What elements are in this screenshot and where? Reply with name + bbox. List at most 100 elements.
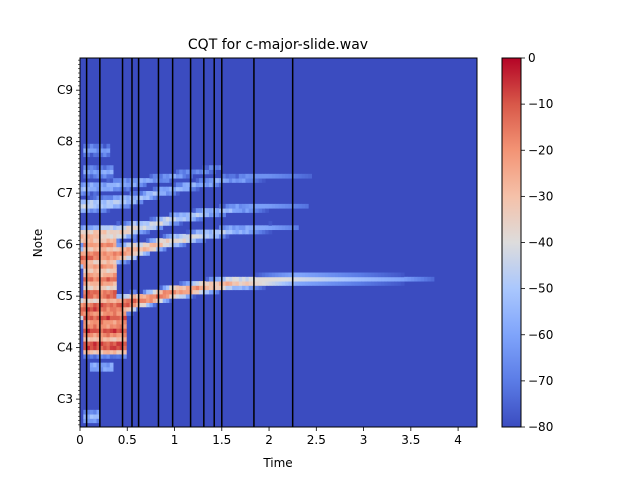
heatmap-cell (89, 354, 94, 359)
heatmap-cell (371, 276, 375, 282)
heatmap-cell (83, 173, 88, 179)
heatmap-cell (123, 259, 127, 265)
heatmap-cell (96, 203, 101, 209)
heatmap-cell (99, 306, 104, 312)
heatmap-cell (103, 354, 107, 359)
heatmap-cell (288, 203, 293, 209)
heatmap-cell (271, 203, 276, 209)
heatmap-cell (93, 238, 97, 243)
heatmap-cell (374, 276, 379, 282)
heatmap-cell (116, 186, 121, 192)
heatmap-cell (255, 203, 260, 209)
heatmap-cell (103, 251, 107, 256)
heatmap-cell (175, 191, 180, 196)
heatmap-cell (96, 272, 101, 278)
heatmap-cell (215, 212, 220, 218)
heatmap-cell (106, 324, 111, 329)
heatmap-cell (86, 143, 91, 149)
heatmap-cell (116, 354, 121, 359)
heatmap-cell (83, 251, 88, 256)
heatmap-cell (285, 272, 289, 278)
heatmap-cell (195, 289, 200, 295)
heatmap-cell (142, 242, 147, 248)
heatmap-cell (242, 208, 246, 213)
heatmap-cell (278, 276, 283, 282)
heatmap-cell (113, 255, 117, 261)
heatmap-cell (175, 182, 180, 188)
heatmap-cell (209, 212, 213, 218)
heatmap-cell (179, 293, 183, 299)
heatmap-cell (96, 152, 101, 158)
heatmap-cell (205, 165, 210, 170)
heatmap-cell (103, 293, 107, 299)
heatmap-cell (278, 272, 283, 278)
heatmap-cell (265, 276, 269, 282)
heatmap-cell (172, 173, 177, 179)
heatmap-cell (96, 268, 101, 273)
heatmap-cell (106, 332, 111, 338)
heatmap-cell (99, 302, 104, 308)
heatmap-cell (132, 242, 137, 248)
heatmap-cell (390, 272, 395, 278)
heatmap-cell (175, 216, 180, 222)
heatmap-cell (132, 306, 137, 312)
heatmap-cell (271, 276, 276, 282)
heatmap-cell (83, 242, 88, 248)
heatmap-cell (258, 285, 263, 291)
heatmap-cell (255, 173, 260, 179)
heatmap-cell (103, 203, 107, 209)
heatmap-cell (99, 152, 104, 158)
heatmap-cell (123, 229, 127, 235)
heatmap-cell (113, 315, 117, 321)
colorbar-tick-label: −60 (528, 328, 553, 342)
heatmap-cell (321, 281, 326, 286)
heatmap-cell (304, 281, 309, 286)
heatmap-cell (390, 276, 395, 282)
heatmap-cell (109, 178, 114, 183)
heatmap-cell (93, 281, 97, 286)
heatmap-cell (106, 173, 111, 179)
heatmap-cell (248, 285, 253, 291)
heatmap-cell (113, 345, 117, 351)
heatmap-cell (89, 349, 94, 355)
heatmap-cell (109, 268, 114, 273)
heatmap-cell (103, 238, 107, 243)
heatmap-cell (113, 281, 117, 286)
heatmap-cell (152, 302, 157, 308)
heatmap-cell (152, 238, 157, 243)
heatmap-cell (218, 165, 223, 170)
heatmap-cell (80, 238, 84, 243)
heatmap-cell (199, 229, 203, 235)
heatmap-cell (93, 324, 97, 329)
heatmap-cell (93, 414, 97, 419)
heatmap-cell (109, 324, 114, 329)
heatmap-cell (126, 221, 131, 226)
heatmap-cell (295, 276, 299, 282)
heatmap-cell (86, 281, 91, 286)
heatmap-cell (182, 281, 187, 286)
heatmap-cell (152, 173, 157, 179)
heatmap-cell (298, 272, 303, 278)
heatmap-cell (377, 276, 382, 282)
heatmap-cell (109, 233, 114, 239)
heatmap-cell (146, 195, 150, 200)
heatmap-cell (166, 238, 170, 243)
heatmap-cell (86, 229, 91, 235)
heatmap-cell (83, 259, 88, 265)
heatmap-cell (265, 229, 269, 235)
onset-lines (85, 58, 294, 427)
heatmap-cell (93, 165, 97, 170)
heatmap-cell (162, 289, 167, 295)
heatmap-cells (80, 143, 435, 424)
heatmap-cell (109, 272, 114, 278)
heatmap-cell (93, 268, 97, 273)
heatmap-cell (103, 362, 107, 368)
heatmap-cell (96, 328, 101, 333)
x-tick-label: 2.5 (307, 433, 326, 447)
heatmap-cell (96, 143, 101, 149)
heatmap-cell (222, 285, 226, 291)
heatmap-cell (83, 414, 88, 419)
heatmap-cell (222, 203, 226, 209)
heatmap-cell (258, 203, 263, 209)
heatmap-cell (384, 276, 389, 282)
